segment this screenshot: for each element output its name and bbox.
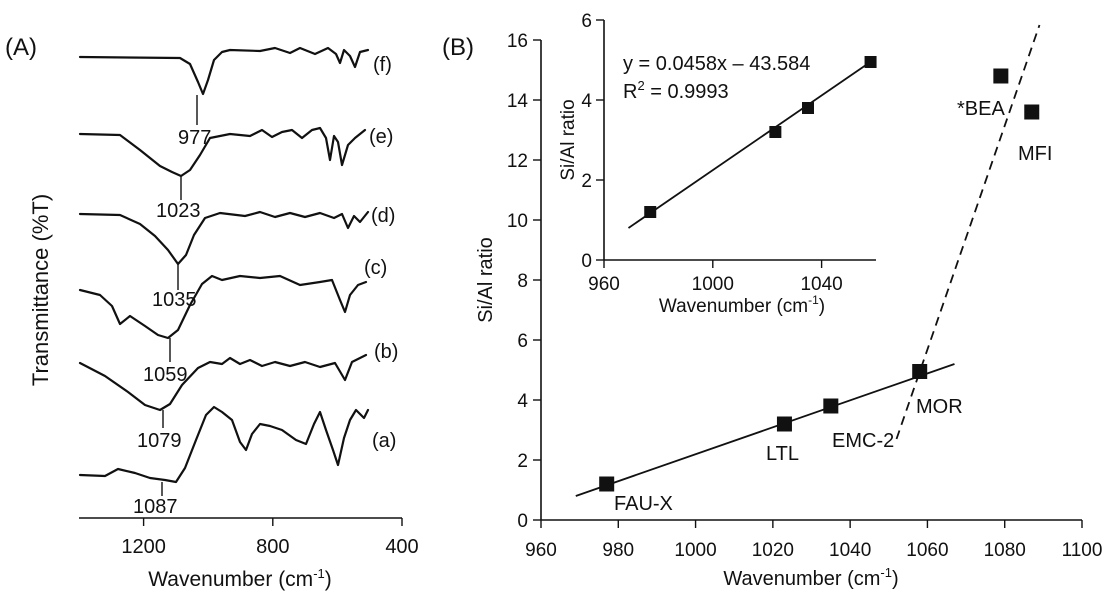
panel-b-y-tick-label-0: 0 — [517, 511, 528, 532]
panel-a-label: (A) — [5, 34, 37, 61]
inset-x-axis-label: Wavenumber (cm-1) — [659, 293, 825, 317]
panel-b-y-tick-label-8: 8 — [517, 271, 528, 292]
panel-b-x-tick-label-1080: 1080 — [984, 540, 1026, 561]
panel-b-x-tick-label-980: 980 — [602, 540, 634, 561]
panel-b-y-axis-label: Si/Al ratio — [475, 237, 497, 323]
panel-b-x-axis-label: Wavenumber (cm-1) — [723, 565, 898, 590]
inset-fit-line — [627, 59, 874, 229]
panel-b-fit-line — [575, 363, 955, 497]
series-label-c: (c) — [364, 257, 387, 279]
inset-points — [644, 56, 877, 218]
inset-x-ticks: 960 1000 1040 — [588, 260, 843, 295]
point-label-mfi: MFI — [1018, 143, 1052, 165]
inset-x-tick-label-960: 960 — [588, 274, 620, 295]
spectrum-d-line — [78, 210, 370, 266]
point-label-mor: MOR — [916, 396, 963, 418]
inset-point-3 — [864, 56, 877, 68]
peak-label-1035: 1035 — [152, 289, 197, 311]
panel-b-point-4 — [993, 68, 1009, 84]
panel-b-dashed-trend-line — [895, 24, 1041, 440]
panel-b-x-ticks: 960 980 1000 1020 1040 1060 1080 1100 — [525, 520, 1102, 561]
panel-b-y-tick-label-2: 2 — [517, 451, 528, 472]
inset-point-2 — [802, 102, 814, 114]
panel-b-point-2 — [823, 398, 839, 414]
panel-a-x-tick-label-1200: 1200 — [121, 536, 166, 558]
peak-label-977: 977 — [178, 127, 211, 149]
series-label-a: (a) — [372, 430, 396, 452]
peak-label-1023: 1023 — [156, 200, 201, 222]
spectrum-a-line — [78, 405, 370, 484]
series-label-d: (d) — [371, 205, 395, 227]
inset-y-tick-label-4: 4 — [581, 91, 592, 112]
point-label-emc-2: EMC-2 — [832, 430, 894, 452]
inset-fit-equation: y = 0.0458x – 43.584 — [623, 53, 810, 75]
inset-x-tick-label-1000: 1000 — [692, 274, 734, 295]
spectrum-e-line — [78, 126, 367, 178]
peak-label-1079: 1079 — [137, 430, 182, 452]
panel-b-y-tick-label-14: 14 — [507, 91, 529, 112]
panel-b-label: (B) — [442, 34, 474, 61]
peak-label-1087: 1087 — [133, 496, 178, 518]
panel-b-x-tick-label-1040: 1040 — [829, 540, 871, 561]
panel-b-y-tick-label-4: 4 — [517, 391, 528, 412]
spectrum-c-line — [78, 274, 368, 340]
panel-b-point-3 — [912, 364, 928, 379]
point-label-fau-x: FAU-X — [614, 493, 673, 515]
panel-b-x-tick-label-1060: 1060 — [906, 540, 948, 561]
panel-b-point-1 — [776, 416, 792, 432]
panel-b-y-tick-label-16: 16 — [507, 31, 528, 52]
inset-y-tick-label-0: 0 — [581, 251, 592, 272]
series-label-f: (f) — [373, 54, 392, 76]
inset-point-0 — [644, 206, 657, 218]
panel-a-x-ticks: 1200 800 400 — [121, 518, 419, 558]
panel-b-x-tick-label-960: 960 — [525, 540, 557, 561]
panel-b-x-tick-label-1000: 1000 — [674, 540, 716, 561]
inset-y-ticks: 0 2 4 6 — [581, 11, 604, 272]
panel-a-x-tick-label-800: 800 — [256, 536, 289, 558]
inset-y-axis-label: Si/Al ratio — [558, 99, 579, 180]
inset-point-1 — [769, 126, 782, 138]
peak-label-1059: 1059 — [143, 364, 188, 386]
panel-a-x-axis-label: Wavenumber (cm-1) — [148, 566, 332, 591]
panel-b-points — [599, 68, 1040, 492]
series-label-e: (e) — [369, 126, 393, 148]
point-label-bea: *BEA — [957, 98, 1005, 120]
panel-b-y-tick-label-12: 12 — [507, 151, 528, 172]
inset-axes — [603, 20, 876, 261]
panel-b-y-tick-label-6: 6 — [517, 331, 528, 352]
series-label-b: (b) — [374, 341, 398, 363]
inset-x-tick-label-1040: 1040 — [800, 274, 842, 295]
spectrum-f-line — [78, 46, 370, 96]
spectrum-b-line — [78, 353, 368, 412]
inset-y-tick-label-6: 6 — [581, 11, 592, 32]
panel-a-y-axis-label: Transmittance (%T) — [28, 194, 53, 386]
panel-b-x-tick-label-1100: 1100 — [1062, 540, 1103, 561]
panel-b-point-5 — [1024, 104, 1040, 120]
panel-b-y-ticks: 0 2 4 6 8 10 12 14 16 — [507, 31, 541, 532]
panel-b-x-tick-label-1020: 1020 — [752, 540, 794, 561]
panel-a-x-tick-label-400: 400 — [385, 536, 418, 558]
inset-y-tick-label-2: 2 — [581, 171, 592, 192]
panel-b-point-0 — [599, 476, 615, 492]
point-label-ltl: LTL — [766, 443, 799, 465]
panel-b-y-tick-label-10: 10 — [507, 211, 528, 232]
inset-r-squared: R2 = 0.9993 — [623, 78, 729, 103]
